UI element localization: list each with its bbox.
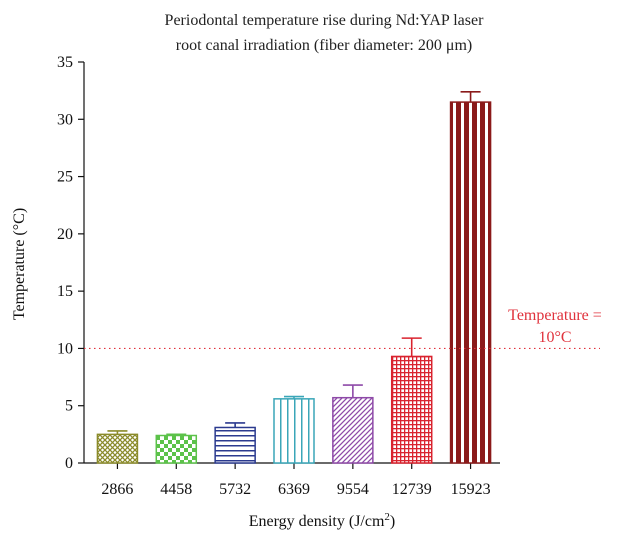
y-tick-label: 10 bbox=[57, 340, 73, 357]
error-bars bbox=[107, 90, 481, 436]
chart-title-line-2: root canal irradiation (fiber diameter: … bbox=[176, 37, 472, 54]
x-tick-label-5732: 5732 bbox=[219, 481, 251, 498]
y-tick-label: 30 bbox=[57, 111, 73, 128]
y-tick-label: 35 bbox=[57, 54, 73, 71]
x-tick-label-2866: 2866 bbox=[101, 481, 133, 498]
x-axis: 2866 4458 5732 6369 9554 12739 15923 bbox=[84, 462, 500, 498]
reference-label-line-2: 10°C bbox=[538, 329, 571, 346]
x-axis-label: Energy density (J/cm2) bbox=[249, 511, 396, 530]
y-tick-label: 25 bbox=[57, 169, 73, 186]
bar-5732 bbox=[214, 426, 256, 464]
y-tick-label: 20 bbox=[57, 226, 73, 243]
bar-12739 bbox=[390, 355, 433, 464]
bar-2866 bbox=[96, 433, 139, 464]
y-axis: 0 5 10 15 20 25 30 35 bbox=[57, 54, 85, 472]
bar-9554 bbox=[332, 396, 374, 464]
y-tick-label: 15 bbox=[57, 283, 73, 300]
x-axis-label-superscript: 2 bbox=[384, 511, 390, 523]
reference-label-line-1: Temperature = bbox=[508, 307, 602, 324]
bars bbox=[96, 101, 492, 464]
chart-title-line-1: Periodontal temperature rise during Nd:Y… bbox=[165, 12, 485, 29]
x-tick-label-4458: 4458 bbox=[160, 481, 192, 498]
bar-6369 bbox=[273, 398, 315, 464]
y-axis-label: Temperature (°C) bbox=[11, 208, 28, 320]
x-tick-label-15923: 15923 bbox=[451, 481, 491, 498]
y-tick-label: 5 bbox=[65, 398, 73, 415]
x-axis-label-main: Energy density (J/cm bbox=[249, 513, 385, 530]
bar-4458 bbox=[155, 434, 198, 464]
y-tick-label: 0 bbox=[65, 455, 73, 472]
x-tick-label-6369: 6369 bbox=[278, 481, 310, 498]
bar-15923 bbox=[449, 101, 492, 464]
reference-line-group: Temperature = 10°C bbox=[84, 307, 602, 350]
x-tick-label-9554: 9554 bbox=[337, 481, 369, 498]
x-axis-label-suffix: ) bbox=[390, 513, 395, 530]
x-tick-label-12739: 12739 bbox=[392, 481, 432, 498]
